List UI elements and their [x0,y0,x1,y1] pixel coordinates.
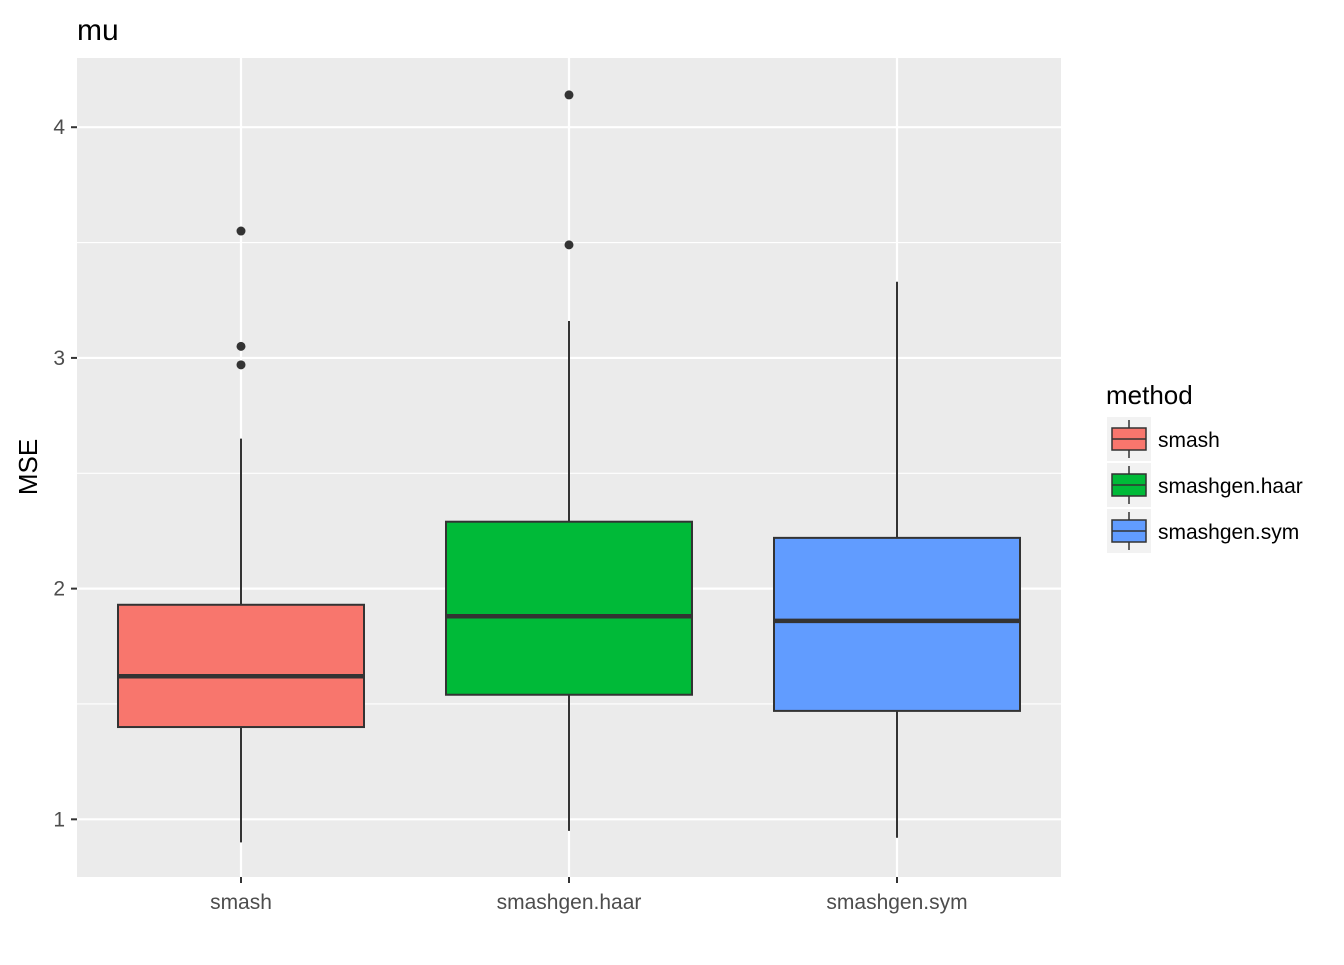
y-tick-label: 3 [53,347,65,370]
chart-title: mu [77,14,119,47]
outlier-point [236,341,246,351]
legend: method smash smashgen.haar smashgen.sym [1106,380,1303,553]
box-smashgen-haar [445,90,693,831]
legend-label: smashgen.sym [1158,521,1299,544]
legend-item-smashgen-haar: smashgen.haar [1107,463,1303,507]
box-smash [117,226,365,843]
box-smashgen-sym [773,281,1021,838]
x-tick-label: smashgen.sym [826,891,967,914]
legend-item-smash: smash [1107,417,1220,461]
outlier-point [236,360,246,370]
outlier-point [564,240,574,250]
legend-title: method [1106,380,1193,410]
legend-item-smashgen-sym: smashgen.sym [1107,509,1299,553]
y-tick-label: 1 [53,808,65,831]
y-tick-label: 4 [53,116,65,139]
outlier-point [564,90,574,100]
y-axis-title: MSE [13,439,43,495]
y-tick-label: 2 [53,578,65,601]
legend-label: smashgen.haar [1158,475,1303,498]
box-body [445,520,693,696]
legend-label: smash [1158,429,1220,452]
box-body [117,603,365,729]
x-tick-label: smash [210,891,272,914]
plot-panel: 1 2 3 4 smash smashgen.haar smashgen.sym [53,58,1061,914]
box-body [773,536,1021,712]
x-tick-label: smashgen.haar [497,891,642,914]
outlier-point [236,226,246,236]
